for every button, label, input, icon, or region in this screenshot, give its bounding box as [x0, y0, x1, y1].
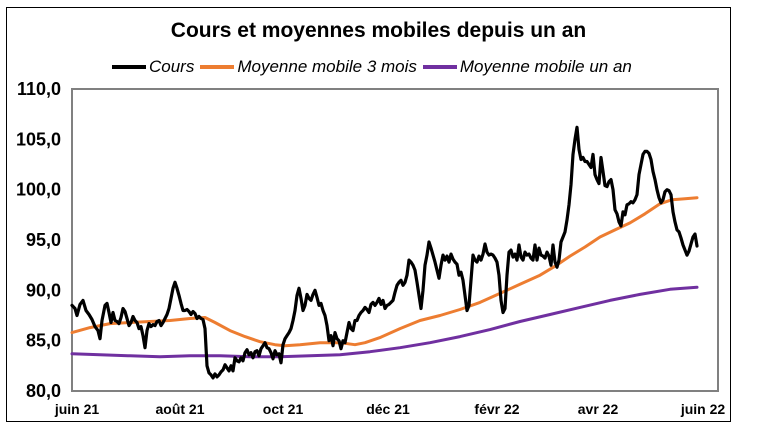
legend-label-mm3: Moyenne mobile 3 mois: [237, 57, 417, 76]
series-line-cours: [70, 125, 699, 380]
y-axis-ticks: 110,0 105,0 100,0 95,0 90,0 85,0 80,0: [16, 79, 61, 401]
x-tick-label: déc 21: [366, 401, 410, 417]
y-tick-label: 105,0: [16, 129, 61, 149]
y-tick-label: 95,0: [26, 230, 61, 250]
legend-swatch-mm12: [422, 65, 457, 69]
x-tick-label: févr 22: [474, 401, 519, 417]
legend-item-mm3: Moyenne mobile 3 mois: [200, 57, 417, 77]
y-tick-label: 100,0: [16, 180, 61, 200]
legend-swatch-mm3: [200, 65, 235, 69]
x-axis-ticks: juin 21 août 21 oct 21 déc 21 févr 22 avr 22 j…: [54, 401, 726, 417]
chart-series: [70, 125, 699, 380]
legend-label-cours: Cours: [149, 57, 195, 76]
legend-item-cours: Cours: [112, 57, 194, 77]
x-tick-label: avr 22: [578, 401, 619, 417]
y-tick-label: 80,0: [26, 381, 61, 401]
chart-legend: Cours Moyenne mobile 3 mois Moyenne mobi…: [112, 57, 638, 77]
chart-title: Cours et moyennes mobiles depuis un an: [170, 19, 587, 42]
series-line-moyenne-un-an: [70, 285, 699, 359]
y-tick-label: 110,0: [17, 79, 61, 99]
x-tick-label: oct 21: [263, 401, 304, 417]
y-tick-label: 90,0: [26, 280, 61, 300]
x-tick-label: juin 21: [54, 401, 100, 417]
series-line-moyenne-3-mois: [70, 196, 699, 348]
y-tick-label: 85,0: [26, 331, 61, 351]
plot-area: [71, 88, 719, 392]
legend-item-mm12: Moyenne mobile un an: [422, 57, 632, 77]
x-tick-label: août 21: [155, 401, 204, 417]
legend-label-mm12: Moyenne mobile un an: [459, 57, 632, 76]
x-tick-label: juin 22: [680, 401, 726, 417]
legend-swatch-cours: [112, 65, 146, 69]
